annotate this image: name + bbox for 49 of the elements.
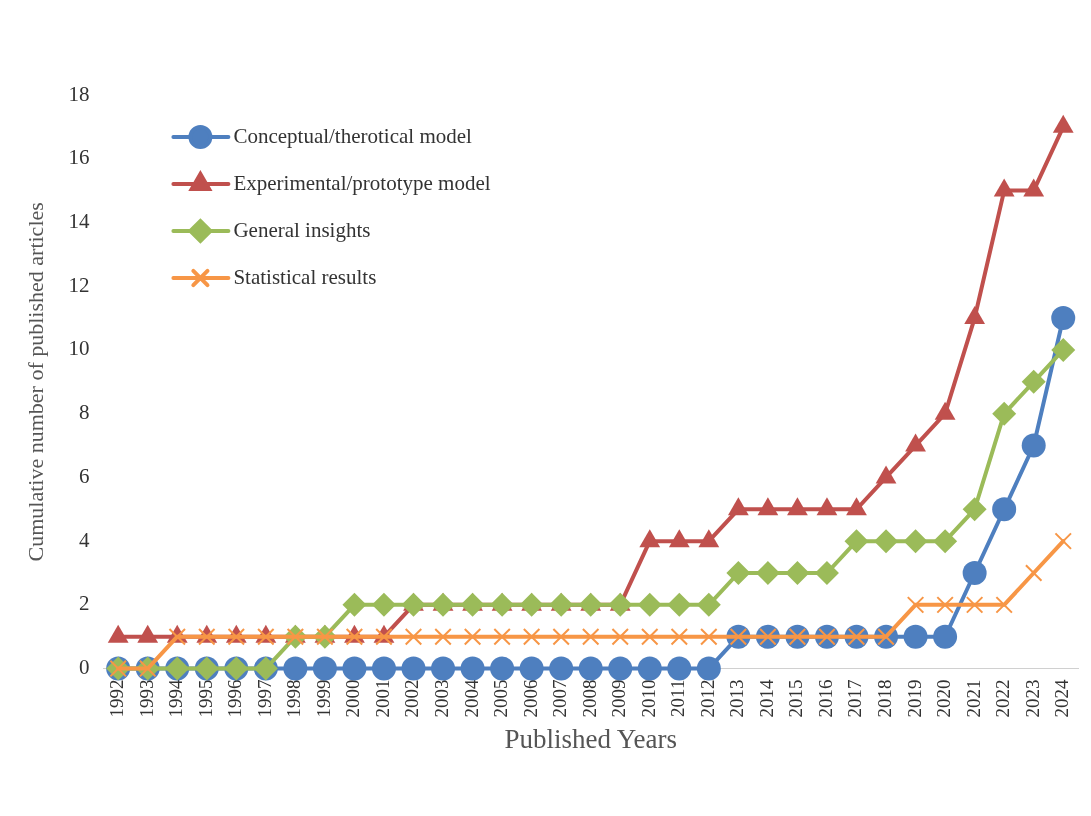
x-tick-label: 2002 bbox=[401, 679, 423, 718]
x-tick-label: 2010 bbox=[637, 679, 659, 718]
x-tick-label: 2016 bbox=[814, 679, 836, 718]
x-tick-label: 2005 bbox=[490, 679, 512, 718]
x-tick-label: 2003 bbox=[431, 679, 453, 718]
y-tick-label: 0 bbox=[78, 655, 90, 680]
x-tick-label: 2012 bbox=[696, 679, 718, 718]
legend-label: Conceptual/therotical model bbox=[233, 123, 473, 148]
x-tick-label: 2021 bbox=[962, 679, 984, 718]
x-tick-label: 1995 bbox=[194, 679, 216, 718]
x-tick-label: 2015 bbox=[785, 679, 807, 718]
y-tick-label: 6 bbox=[78, 463, 90, 488]
x-tick-label: 1996 bbox=[224, 679, 246, 718]
x-tick-label: 2004 bbox=[460, 679, 482, 718]
x-tick-label: 2022 bbox=[992, 679, 1014, 718]
x-tick-label: 2007 bbox=[549, 679, 571, 718]
x-tick-label: 2014 bbox=[755, 679, 777, 718]
y-tick-label: 4 bbox=[78, 527, 90, 552]
x-tick-label: 2017 bbox=[844, 679, 866, 718]
x-tick-label: 2023 bbox=[1021, 679, 1043, 718]
y-tick-label: 16 bbox=[68, 145, 90, 170]
x-tick-label: 1994 bbox=[165, 679, 187, 718]
legend-label: Statistical results bbox=[233, 264, 377, 289]
legend-label: Experimental/prototype model bbox=[233, 170, 491, 195]
x-tick-label: 2024 bbox=[1051, 679, 1073, 718]
y-tick-label: 12 bbox=[68, 272, 90, 297]
x-tick-label: 2011 bbox=[667, 679, 689, 717]
x-tick-label: 2013 bbox=[726, 679, 748, 718]
y-tick-label: 8 bbox=[78, 400, 90, 425]
x-tick-label: 1993 bbox=[135, 679, 157, 718]
y-tick-label: 10 bbox=[68, 336, 90, 361]
y-tick-label: 18 bbox=[68, 81, 90, 106]
y-tick-label: 14 bbox=[68, 208, 90, 233]
x-tick-label: 1998 bbox=[283, 679, 305, 718]
y-axis-title: Cumulative number of published articles bbox=[22, 202, 48, 562]
legend-label: General insights bbox=[233, 217, 371, 242]
x-tick-label: 1999 bbox=[312, 679, 334, 718]
x-tick-label: 2009 bbox=[608, 679, 630, 718]
x-tick-label: 1997 bbox=[253, 679, 275, 718]
x-tick-label: 1992 bbox=[106, 679, 128, 718]
x-tick-label: 2006 bbox=[519, 679, 541, 718]
x-tick-label: 2019 bbox=[903, 679, 925, 718]
x-axis-title: Published Years bbox=[504, 723, 677, 754]
x-tick-label: 2008 bbox=[578, 679, 600, 718]
x-tick-label: 2001 bbox=[371, 679, 393, 718]
x-tick-label: 2018 bbox=[874, 679, 896, 718]
x-tick-label: 2000 bbox=[342, 679, 364, 718]
x-tick-label: 2020 bbox=[933, 679, 955, 718]
y-tick-label: 2 bbox=[78, 591, 90, 616]
